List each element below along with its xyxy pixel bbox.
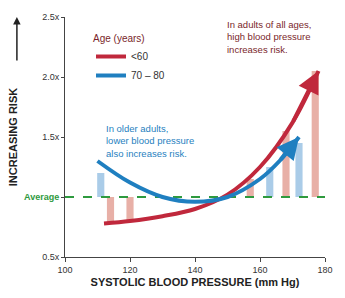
svg-text:<60: <60 bbox=[131, 51, 148, 62]
svg-text:0.5x: 0.5x bbox=[42, 252, 60, 262]
svg-text:180: 180 bbox=[317, 265, 332, 275]
svg-text:70 – 80: 70 – 80 bbox=[131, 70, 165, 81]
svg-text:Average: Average bbox=[24, 192, 59, 202]
svg-text:160: 160 bbox=[252, 265, 267, 275]
svg-text:2.5x: 2.5x bbox=[42, 12, 60, 22]
svg-text:SYSTOLIC BLOOD PRESSURE (mm Hg: SYSTOLIC BLOOD PRESSURE (mm Hg) bbox=[91, 276, 300, 288]
svg-text:1.5x: 1.5x bbox=[42, 132, 60, 142]
svg-text:100: 100 bbox=[57, 265, 72, 275]
svg-text:Age (years): Age (years) bbox=[93, 33, 145, 44]
svg-text:2.0x: 2.0x bbox=[42, 72, 60, 82]
svg-text:In adults of all ages,high blo: In adults of all ages,high blood pressur… bbox=[227, 19, 312, 55]
svg-text:120: 120 bbox=[122, 265, 137, 275]
svg-text:In older adults,lower blood pr: In older adults,lower blood pressurealso… bbox=[106, 123, 194, 159]
svg-text:140: 140 bbox=[187, 265, 202, 275]
svg-text:INCREASING RISK: INCREASING RISK bbox=[7, 88, 19, 186]
